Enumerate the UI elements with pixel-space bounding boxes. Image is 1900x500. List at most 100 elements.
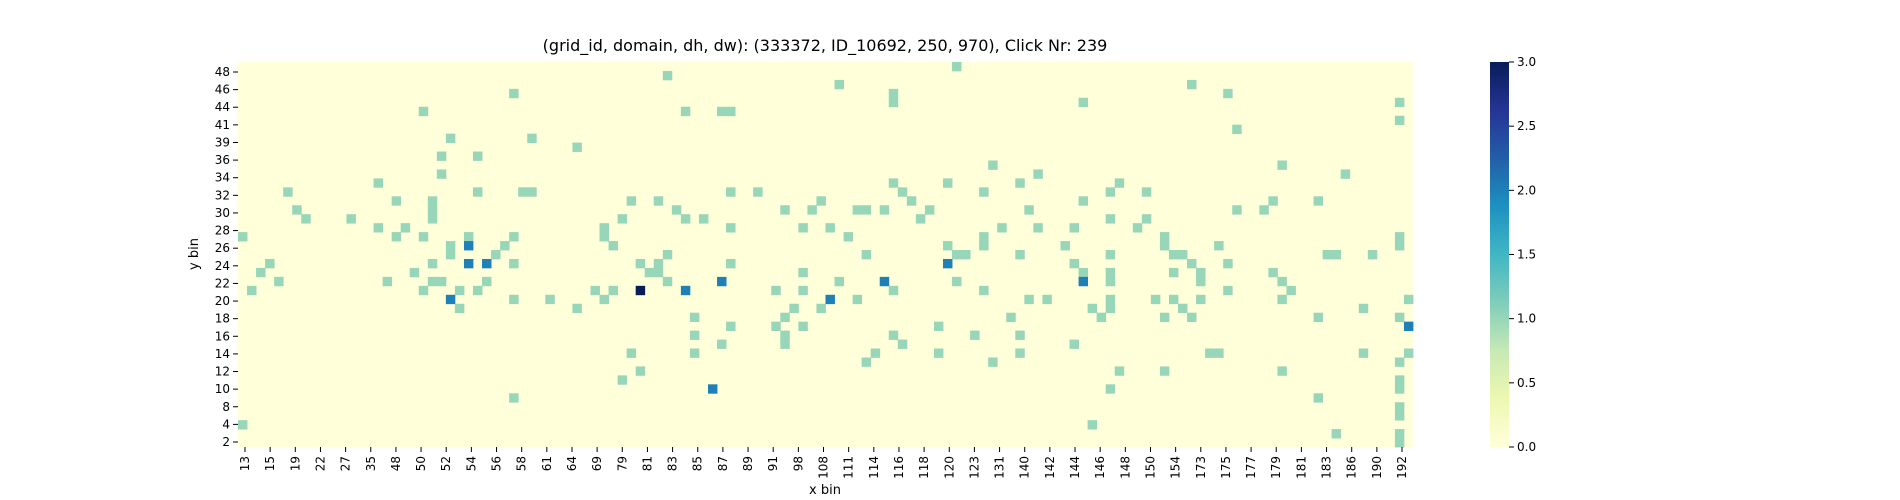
heatmap-cell	[717, 106, 727, 117]
colorbar-tick-label: 0.0	[1517, 440, 1536, 454]
heatmap-cell	[1394, 115, 1405, 126]
heatmap-cell	[599, 223, 609, 233]
y-tick-label: 12	[215, 365, 230, 379]
x-axis-label: x bin	[809, 483, 841, 498]
heatmap-cell	[1078, 267, 1089, 278]
heatmap-cell	[427, 214, 438, 224]
heatmap-cell	[924, 205, 935, 215]
x-tick-label: 175	[1219, 456, 1233, 479]
x-tick-label: 146	[1093, 456, 1107, 479]
heatmap-cell	[689, 312, 700, 323]
x-tick-label: 150	[1143, 456, 1157, 479]
heatmap-cell	[445, 250, 456, 260]
heatmap-cell	[1015, 348, 1025, 358]
heatmap-area	[238, 62, 1414, 448]
heatmap-cell	[1394, 97, 1405, 108]
x-tick-label: 142	[1043, 456, 1057, 479]
heatmap-cell	[1069, 258, 1079, 269]
heatmap-cell	[1223, 258, 1233, 269]
heatmap-cell	[1313, 312, 1324, 323]
heatmap-cell	[1114, 178, 1125, 188]
heatmap-cell	[500, 241, 510, 251]
colorbar-tick-label: 3.0	[1517, 55, 1536, 69]
heatmap-cell	[1268, 267, 1278, 278]
x-tick-label: 181	[1294, 456, 1308, 479]
heatmap-cell	[373, 178, 384, 188]
heatmap-cell	[1340, 169, 1351, 179]
heatmap-cell	[301, 214, 311, 224]
heatmap-cell	[1105, 214, 1116, 224]
x-tick-label: 108	[817, 456, 831, 479]
heatmap-cell	[1006, 312, 1016, 323]
heatmap-cell	[1015, 178, 1025, 188]
heatmap-cell	[247, 285, 257, 296]
heatmap-cell	[1015, 330, 1025, 340]
heatmap-cell	[1403, 294, 1414, 305]
colorbar-tick-label: 2.0	[1517, 183, 1536, 197]
heatmap-cell	[238, 232, 248, 242]
heatmap-cell	[1105, 267, 1116, 278]
heatmap-cell	[1367, 250, 1378, 260]
heatmap-cell	[1105, 384, 1116, 394]
heatmap-cell	[979, 187, 989, 197]
heatmap-cell	[427, 196, 438, 206]
heatmap-cell	[427, 205, 438, 215]
heatmap-cell	[1196, 294, 1206, 305]
heatmap-cell	[1223, 285, 1233, 296]
heatmap-cell	[1141, 214, 1152, 224]
heatmap-cell	[970, 330, 980, 340]
x-tick-label: 85	[691, 456, 705, 471]
y-tick-label: 34	[215, 171, 230, 185]
heatmap-cell	[635, 285, 646, 296]
heatmap-cell	[473, 187, 483, 197]
x-tick-label: 64	[565, 456, 579, 471]
chart-title: (grid_id, domain, dh, dw): (333372, ID_1…	[543, 36, 1108, 56]
heatmap-cell	[599, 232, 609, 242]
colorbar-tick-label: 0.5	[1517, 376, 1536, 390]
colorbar-tick-label: 1.0	[1517, 312, 1536, 326]
heatmap-cell	[1232, 205, 1242, 215]
heatmap-cell	[473, 151, 483, 161]
y-tick-label: 28	[215, 224, 230, 238]
heatmap-cell	[445, 294, 456, 305]
heatmap-cell	[933, 321, 944, 331]
x-tick-label: 186	[1345, 456, 1359, 479]
heatmap-cell	[400, 223, 411, 233]
heatmap-cell	[708, 384, 718, 394]
heatmap-cell	[545, 294, 555, 305]
heatmap-cell	[1313, 393, 1324, 403]
heatmap-cell	[436, 276, 447, 287]
y-tick-label: 32	[215, 188, 230, 202]
heatmap-cell	[870, 348, 881, 358]
heatmap-cell	[1277, 276, 1287, 287]
heatmap-cell	[979, 285, 989, 296]
y-tick-label: 20	[215, 294, 230, 308]
heatmap-cell	[1394, 232, 1405, 242]
heatmap-cell	[662, 276, 673, 287]
heatmap-cell	[436, 169, 447, 179]
heatmap-cell	[979, 232, 989, 242]
heatmap-cell	[608, 241, 619, 251]
heatmap-cell	[1178, 250, 1188, 260]
heatmap-cell	[427, 276, 438, 287]
heatmap-cell	[852, 294, 863, 305]
x-tick-label: 27	[339, 456, 353, 471]
heatmap-cell	[771, 321, 781, 331]
heatmap-cell	[463, 258, 474, 269]
heatmap-cell	[635, 258, 646, 269]
heatmap-cell	[590, 285, 600, 296]
heatmap-cell	[1024, 205, 1034, 215]
x-tick-label: 13	[238, 456, 252, 471]
heatmap-cell	[1394, 411, 1405, 421]
y-tick-label: 4	[222, 417, 230, 431]
heatmap-cell	[473, 285, 483, 296]
heatmap-cell	[238, 420, 248, 430]
heatmap-cell	[1214, 348, 1224, 358]
heatmap-cell	[897, 187, 908, 197]
heatmap-cell	[436, 151, 447, 161]
x-tick-label: 116	[892, 456, 906, 479]
heatmap-cell	[933, 348, 944, 358]
heatmap-cell	[807, 205, 817, 215]
x-tick-label: 81	[640, 456, 654, 471]
